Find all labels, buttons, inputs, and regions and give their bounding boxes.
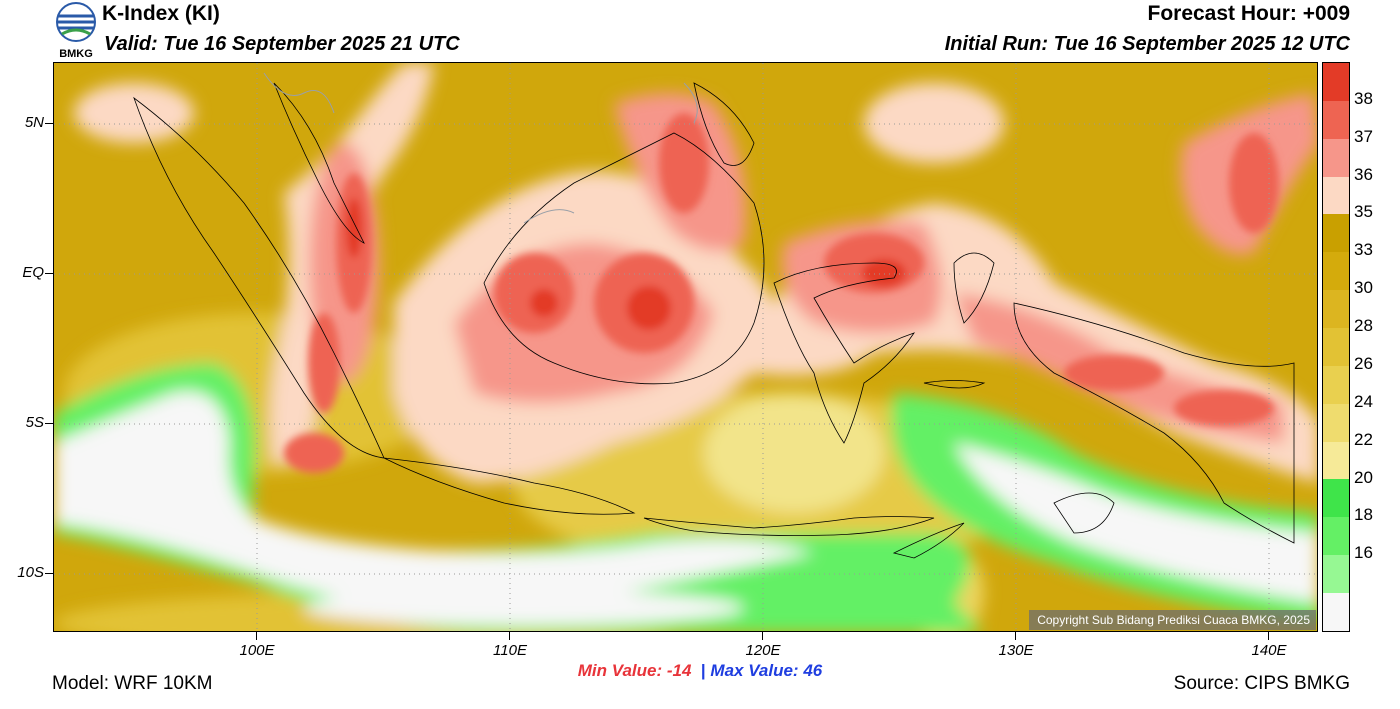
chart-title: K-Index (KI) [102, 2, 220, 25]
colorbar-label: 36 [1354, 164, 1373, 184]
colorbar-label: 24 [1354, 391, 1373, 411]
bmkg-logo: BMKG [52, 2, 100, 60]
min-value: -14 [666, 661, 692, 680]
colorbar-segment [1323, 176, 1349, 215]
colorbar-label: 16 [1354, 543, 1373, 563]
max-value: 46 [803, 661, 823, 680]
lat-label-10s: 10S [17, 564, 44, 581]
colorbar [1322, 62, 1350, 632]
min-label: Min Value: [577, 661, 663, 680]
lat-label-5s: 5S [25, 414, 44, 431]
colorbar-label: 18 [1354, 505, 1373, 525]
lat-tick [45, 573, 53, 574]
colorbar-label: 38 [1354, 88, 1373, 108]
lat-tick [45, 123, 53, 124]
colorbar-label: 22 [1354, 429, 1373, 449]
value-separator: | [700, 661, 706, 680]
max-label: Max Value: [710, 661, 799, 680]
lon-tick [762, 632, 763, 640]
lon-tick [1268, 632, 1269, 640]
data-source: Source: CIPS BMKG [1173, 673, 1350, 694]
colorbar-segment [1323, 328, 1349, 366]
colorbar-segment [1323, 63, 1349, 101]
valid-time: Valid: Tue 16 September 2025 21 UTC [104, 33, 460, 55]
colorbar-label: 30 [1354, 278, 1373, 298]
lon-tick [256, 632, 257, 640]
colorbar-segment [1323, 100, 1349, 139]
colorbar-label: 35 [1354, 202, 1373, 222]
colorbar-label: 33 [1354, 240, 1373, 260]
forecast-hour: Forecast Hour: +009 [1147, 2, 1351, 25]
colorbar-segment [1323, 365, 1349, 404]
colorbar-segment [1323, 214, 1349, 253]
lat-label-5n: 5N [24, 114, 44, 131]
model-name: Model: WRF 10KM [52, 673, 213, 694]
colorbar-label: 20 [1354, 467, 1373, 487]
lat-tick [45, 273, 53, 274]
copyright-notice: Copyright Sub Bidang Prediksi Cuaca BMKG… [1029, 610, 1316, 630]
colorbar-segment [1323, 441, 1349, 480]
lon-label-120e: 120E [745, 642, 781, 659]
colorbar-label: 37 [1354, 126, 1373, 146]
colorbar-label: 26 [1354, 353, 1373, 373]
colorbar-segment [1323, 138, 1349, 177]
coastlines [133, 82, 1295, 559]
lon-label-100e: 100E [239, 642, 275, 659]
colorbar-segment [1323, 290, 1349, 329]
colorbar-segment [1323, 593, 1349, 631]
colorbar-segment [1323, 252, 1349, 291]
logo-text: BMKG [59, 48, 93, 60]
k-index-map: Copyright Sub Bidang Prediksi Cuaca BMKG… [53, 62, 1318, 632]
lon-tick [509, 632, 510, 640]
colorbar-segment [1323, 479, 1349, 518]
lon-tick [1015, 632, 1016, 640]
min-max-values: Min Value: -14 | Max Value: 46 [0, 661, 1400, 681]
lon-label-130e: 130E [998, 642, 1034, 659]
lat-label-eq: EQ [22, 264, 44, 281]
lat-tick [45, 423, 53, 424]
lon-label-140e: 140E [1251, 642, 1287, 659]
colorbar-segment [1323, 517, 1349, 556]
colorbar-segment [1323, 403, 1349, 442]
colorbar-segment [1323, 555, 1349, 594]
colorbar-label: 28 [1354, 316, 1373, 336]
initial-run: Initial Run: Tue 16 September 2025 12 UT… [944, 33, 1350, 55]
lon-label-110e: 110E [493, 642, 527, 659]
